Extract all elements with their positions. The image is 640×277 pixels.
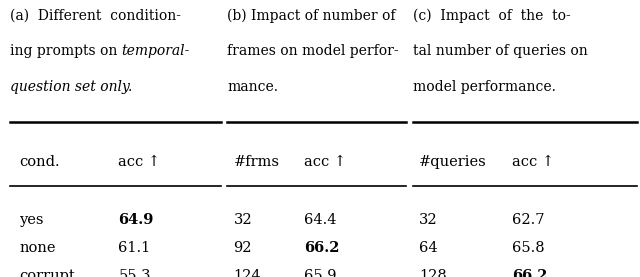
Text: none: none (19, 241, 56, 255)
Text: 64.4: 64.4 (304, 213, 337, 227)
Text: (c)  Impact  of  the  to-: (c) Impact of the to- (413, 8, 570, 23)
Text: 55.3: 55.3 (118, 269, 151, 277)
Text: 61.1: 61.1 (118, 241, 150, 255)
Text: (a)  Different  condition-: (a) Different condition- (10, 8, 180, 22)
Text: acc ↑: acc ↑ (304, 155, 346, 169)
Text: 92: 92 (234, 241, 252, 255)
Text: 66.2: 66.2 (304, 241, 339, 255)
Text: yes: yes (19, 213, 44, 227)
Text: 32: 32 (234, 213, 252, 227)
Text: temporal-: temporal- (122, 44, 189, 58)
Text: frames on model perfor-: frames on model perfor- (227, 44, 399, 58)
Text: cond.: cond. (19, 155, 60, 169)
Text: mance.: mance. (227, 80, 278, 94)
Text: acc ↑: acc ↑ (512, 155, 554, 169)
Text: 64: 64 (419, 241, 438, 255)
Text: 128: 128 (419, 269, 447, 277)
Text: 62.7: 62.7 (512, 213, 545, 227)
Text: #frms: #frms (234, 155, 280, 169)
Text: 65.8: 65.8 (512, 241, 545, 255)
Text: question set only.: question set only. (10, 80, 132, 94)
Text: acc ↑: acc ↑ (118, 155, 161, 169)
Text: tal number of queries on: tal number of queries on (413, 44, 588, 58)
Text: 64.9: 64.9 (118, 213, 154, 227)
Text: (b) Impact of number of: (b) Impact of number of (227, 8, 396, 23)
Text: model performance.: model performance. (413, 80, 556, 94)
Text: 65.9: 65.9 (304, 269, 337, 277)
Text: 66.2: 66.2 (512, 269, 547, 277)
Text: ing prompts on: ing prompts on (10, 44, 122, 58)
Text: 32: 32 (419, 213, 438, 227)
Text: 124: 124 (234, 269, 261, 277)
Text: corrupt: corrupt (19, 269, 75, 277)
Text: #queries: #queries (419, 155, 487, 169)
